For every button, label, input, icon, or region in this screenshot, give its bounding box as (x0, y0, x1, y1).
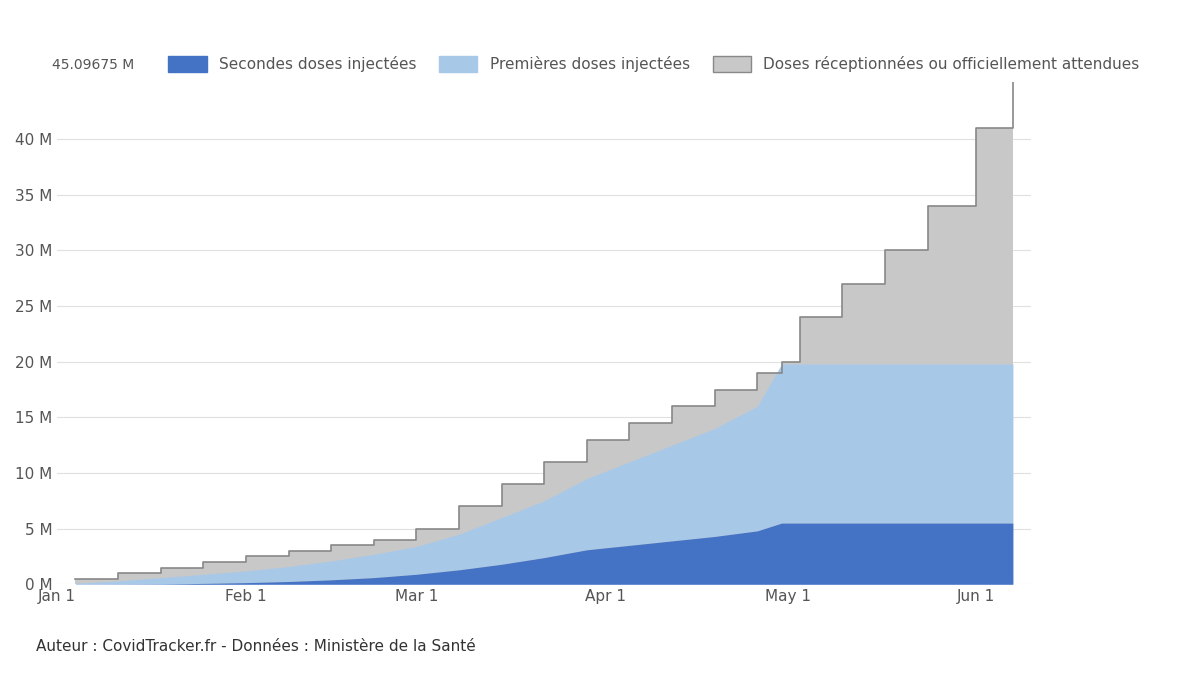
Text: Auteur : CovidTracker.fr - Données : Ministère de la Santé: Auteur : CovidTracker.fr - Données : Min… (36, 639, 475, 654)
Legend: Secondes doses injectées, Premières doses injectées, Doses réceptionnées ou offi: Secondes doses injectées, Premières dose… (162, 50, 1146, 78)
Text: 45.09675 M: 45.09675 M (53, 59, 134, 73)
